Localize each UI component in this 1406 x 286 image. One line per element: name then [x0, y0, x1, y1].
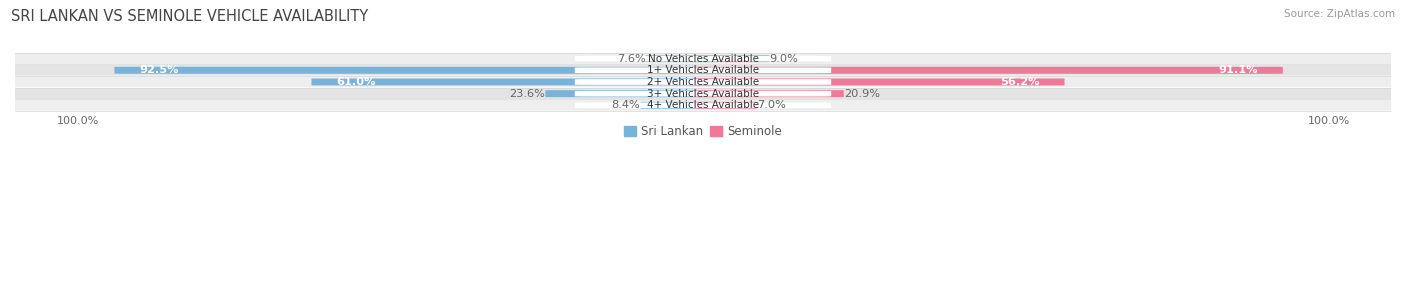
FancyBboxPatch shape	[546, 90, 713, 97]
FancyBboxPatch shape	[312, 78, 713, 86]
Text: No Vehicles Available: No Vehicles Available	[648, 53, 758, 63]
FancyBboxPatch shape	[693, 78, 1064, 86]
Text: 4+ Vehicles Available: 4+ Vehicles Available	[647, 100, 759, 110]
FancyBboxPatch shape	[0, 88, 1406, 99]
Text: 91.1%: 91.1%	[1218, 65, 1258, 75]
FancyBboxPatch shape	[645, 55, 713, 62]
Text: 3+ Vehicles Available: 3+ Vehicles Available	[647, 89, 759, 99]
Text: 9.0%: 9.0%	[769, 53, 799, 63]
FancyBboxPatch shape	[693, 102, 756, 109]
FancyBboxPatch shape	[575, 56, 831, 61]
FancyBboxPatch shape	[693, 90, 844, 97]
FancyBboxPatch shape	[0, 77, 1406, 87]
FancyBboxPatch shape	[575, 79, 831, 85]
Text: 56.2%: 56.2%	[1000, 77, 1039, 87]
Text: 20.9%: 20.9%	[844, 89, 880, 99]
FancyBboxPatch shape	[575, 91, 831, 96]
Legend: Sri Lankan, Seminole: Sri Lankan, Seminole	[620, 120, 786, 143]
FancyBboxPatch shape	[575, 102, 831, 108]
Text: 61.0%: 61.0%	[336, 77, 375, 87]
Text: 2+ Vehicles Available: 2+ Vehicles Available	[647, 77, 759, 87]
FancyBboxPatch shape	[575, 67, 831, 73]
Text: Source: ZipAtlas.com: Source: ZipAtlas.com	[1284, 9, 1395, 19]
Text: 7.0%: 7.0%	[756, 100, 786, 110]
FancyBboxPatch shape	[693, 55, 769, 62]
FancyBboxPatch shape	[0, 65, 1406, 76]
Text: SRI LANKAN VS SEMINOLE VEHICLE AVAILABILITY: SRI LANKAN VS SEMINOLE VEHICLE AVAILABIL…	[11, 9, 368, 23]
FancyBboxPatch shape	[114, 67, 713, 74]
FancyBboxPatch shape	[0, 53, 1406, 64]
Text: 1+ Vehicles Available: 1+ Vehicles Available	[647, 65, 759, 75]
FancyBboxPatch shape	[641, 102, 713, 109]
FancyBboxPatch shape	[693, 67, 1282, 74]
Text: 7.6%: 7.6%	[617, 53, 645, 63]
FancyBboxPatch shape	[0, 100, 1406, 111]
Text: 92.5%: 92.5%	[139, 65, 179, 75]
Text: 8.4%: 8.4%	[612, 100, 641, 110]
Text: 23.6%: 23.6%	[509, 89, 546, 99]
